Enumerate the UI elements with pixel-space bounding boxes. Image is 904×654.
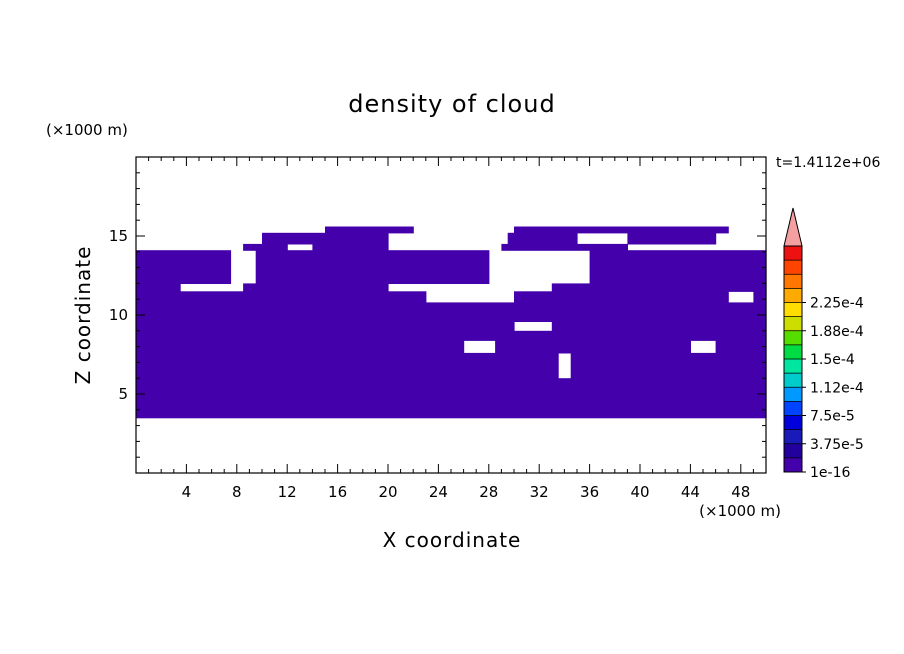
colorbar-swatch	[784, 401, 802, 416]
x-tick-label: 4	[182, 483, 192, 501]
colorbar-swatch	[784, 415, 802, 430]
colorbar-label: 1.5e-4	[810, 352, 855, 368]
y-axis-label: Z coordinate	[71, 246, 95, 385]
x-tick-label: 40	[630, 483, 649, 501]
x-tick-label: 12	[278, 483, 297, 501]
x-unit-label: (×1000 m)	[699, 502, 781, 520]
x-tick-label: 32	[530, 483, 549, 501]
colorbar-label: 1.12e-4	[810, 380, 864, 396]
contour-region-7-1	[514, 291, 729, 303]
contour-region-11-2	[627, 232, 717, 245]
colorbar-swatch	[784, 260, 802, 275]
contour-region-7-0	[136, 291, 427, 303]
y-tick-label: 5	[118, 385, 128, 403]
x-tick-label: 28	[479, 483, 498, 501]
colorbar-swatch	[784, 387, 802, 402]
contour-region-8-2	[551, 283, 767, 292]
x-tick-label: 44	[681, 483, 700, 501]
contour-region-5-0	[136, 321, 515, 332]
x-tick-label: 48	[731, 483, 750, 501]
contour-region-11-0	[262, 232, 389, 245]
contour-region-10-0	[243, 243, 288, 251]
x-tick-label: 24	[429, 483, 448, 501]
contour-region-2-0	[136, 352, 559, 379]
colorbar-swatch	[784, 316, 802, 332]
time-label: t=1.4112e+06	[776, 155, 880, 171]
x-tick-label: 8	[232, 483, 242, 501]
colorbar-label: 3.75e-5	[810, 437, 864, 453]
contour-region-12-0	[325, 226, 414, 234]
contour-region-8-1	[243, 283, 389, 292]
colorbar-swatch	[784, 330, 802, 346]
contour-region-3-1	[495, 340, 691, 354]
contour-region-3-0	[136, 340, 465, 354]
x-tick-label: 16	[328, 483, 347, 501]
contour-region-12-1	[514, 226, 729, 234]
contour-region-9-0	[136, 250, 232, 284]
chart-title: density of cloud	[348, 90, 555, 118]
contour-region-10-2	[501, 243, 628, 251]
y-axis: 5 10 15	[109, 172, 766, 458]
x-axis-label: X coordinate	[383, 528, 522, 552]
colorbar-swatch	[784, 288, 802, 303]
colorbar-label: 2.25e-4	[810, 296, 864, 312]
y-tick-label: 15	[109, 227, 128, 245]
x-tick-label: 20	[378, 483, 397, 501]
contour-region-7-2	[753, 291, 767, 303]
contour-region-8-0	[136, 283, 181, 292]
colorbar-label: 1e-16	[810, 465, 850, 481]
colorbar-extend-arrow	[783, 207, 803, 247]
contour-region-3-2	[715, 340, 767, 354]
colorbar-swatch	[784, 344, 802, 360]
colorbar-swatch	[784, 429, 802, 445]
contour-region-4-0	[136, 330, 767, 341]
contour-region-9-2	[589, 250, 767, 284]
colorbar-swatch	[784, 457, 802, 473]
contour-region-2-1	[570, 352, 767, 379]
colorbar-label: 1.88e-4	[810, 324, 864, 340]
contour-region-10-1	[312, 243, 389, 251]
contour-region-1-0	[136, 378, 767, 401]
contour-region-11-1	[507, 232, 578, 245]
colorbar-swatch	[784, 274, 802, 289]
colorbar-swatch	[784, 443, 802, 459]
colorbar-label: 7.5e-5	[810, 409, 855, 425]
y-unit-label: (×1000 m)	[46, 121, 128, 139]
x-axis: 4 8 12 16 20 24 28 32 36 40 44 48	[148, 157, 754, 501]
contour-region-5-1	[551, 321, 767, 332]
colorbar-swatch	[784, 302, 802, 317]
contour-region-0-0	[136, 400, 767, 419]
contour-region-6-0	[136, 302, 767, 322]
colorbar-swatch	[784, 373, 802, 388]
colorbar-swatch	[784, 359, 802, 374]
y-tick-label: 10	[109, 306, 128, 324]
contour-fill	[136, 226, 767, 419]
colorbar: 1e-16 3.75e-5 7.5e-5 1.12e-4 1.5e-4 1.88e-4 2.…	[783, 207, 864, 481]
contour-region-9-1	[255, 250, 490, 284]
x-tick-label: 36	[580, 483, 599, 501]
colorbar-swatch	[784, 246, 802, 261]
